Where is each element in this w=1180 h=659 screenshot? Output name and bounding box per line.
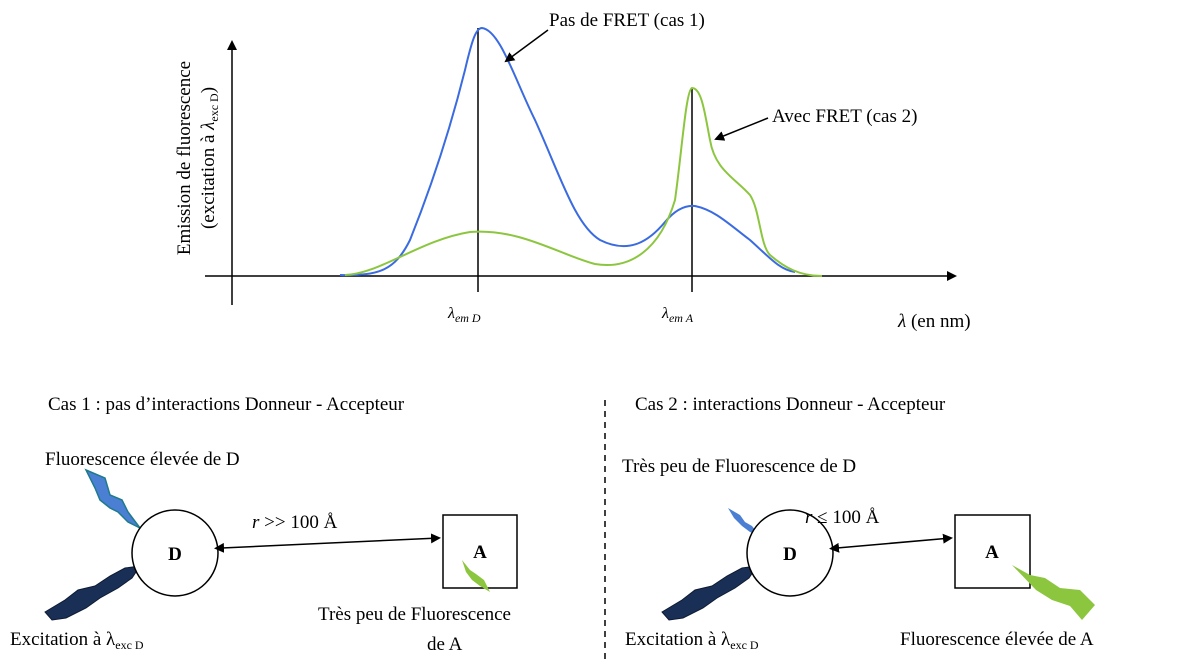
- y-label-line1: Emission de fluorescence: [174, 61, 195, 255]
- case1-title: Cas 1 : pas d’interactions Donneur - Acc…: [48, 394, 405, 415]
- pointer: [504, 29, 549, 63]
- pointer: [714, 117, 769, 141]
- case1-distance: r >> 100 Å: [252, 512, 338, 533]
- subscript: exc D: [207, 93, 221, 122]
- symbol: λ: [897, 311, 906, 332]
- text: (en nm): [906, 311, 970, 332]
- emission-bolt: [84, 468, 141, 529]
- curve-fret: [344, 86, 823, 277]
- text: Excitation à: [10, 629, 106, 650]
- text: Excitation à: [625, 629, 721, 650]
- x-mark-d: λem D: [447, 305, 481, 325]
- symbol: r: [805, 507, 813, 528]
- symbol: r: [252, 512, 260, 533]
- x-mark-a: λem A: [661, 305, 694, 325]
- case1-donor-emission: Fluorescence élevée de D: [45, 449, 240, 470]
- text: (excitation à: [198, 130, 219, 229]
- case2-title: Cas 2 : interactions Donneur - Accepteur: [635, 394, 946, 415]
- donor-label: D: [783, 544, 797, 565]
- case1-acceptor-emission-1: Très peu de Fluorescence: [318, 604, 511, 625]
- text: >> 100 Å: [259, 512, 337, 533]
- excitation-bolt: [44, 565, 142, 621]
- case2-excitation: Excitation à λexc D: [625, 629, 759, 652]
- curve-no-fret: [339, 26, 796, 277]
- donor-circle: [746, 509, 834, 597]
- x-label: λ (en nm): [897, 311, 971, 332]
- excitation-bolt: [661, 565, 759, 621]
- case1-acceptor-emission-2: de A: [427, 634, 463, 655]
- emission-bolt: [728, 508, 760, 536]
- case2-distance: r ≤ 100 Å: [805, 507, 880, 528]
- symbol: λ: [106, 629, 116, 650]
- text: ≤ 100 Å: [812, 507, 879, 528]
- acceptor-box: [954, 514, 1031, 589]
- symbol: λ: [198, 122, 219, 131]
- emission-bolt: [1012, 565, 1095, 620]
- distance-arrow: [214, 533, 441, 553]
- subscript: em A: [669, 311, 694, 325]
- donor-circle: [131, 509, 219, 597]
- subscript: em D: [455, 311, 481, 325]
- acceptor-box: [442, 514, 518, 589]
- text: ): [198, 87, 219, 93]
- symbol: λ: [661, 305, 669, 322]
- acceptor-label: A: [985, 542, 999, 563]
- donor-label: D: [168, 544, 182, 565]
- symbol: λ: [447, 305, 455, 322]
- symbol: λ: [721, 629, 731, 650]
- case2-acceptor-emission: Fluorescence élevée de A: [900, 629, 1094, 650]
- curve-fret-label: Avec FRET (cas 2): [772, 106, 917, 127]
- distance-arrow: [829, 533, 953, 553]
- curve-no-fret-label: Pas de FRET (cas 1): [549, 10, 705, 31]
- acceptor-label: A: [473, 542, 487, 563]
- subscript: exc D: [730, 638, 759, 652]
- emission-bolt: [462, 560, 490, 592]
- y-label-line2: (excitation à λexc D): [198, 87, 221, 229]
- subscript: exc D: [115, 638, 144, 652]
- case1-excitation: Excitation à λexc D: [10, 629, 144, 652]
- case2-donor-emission: Très peu de Fluorescence de D: [622, 456, 856, 477]
